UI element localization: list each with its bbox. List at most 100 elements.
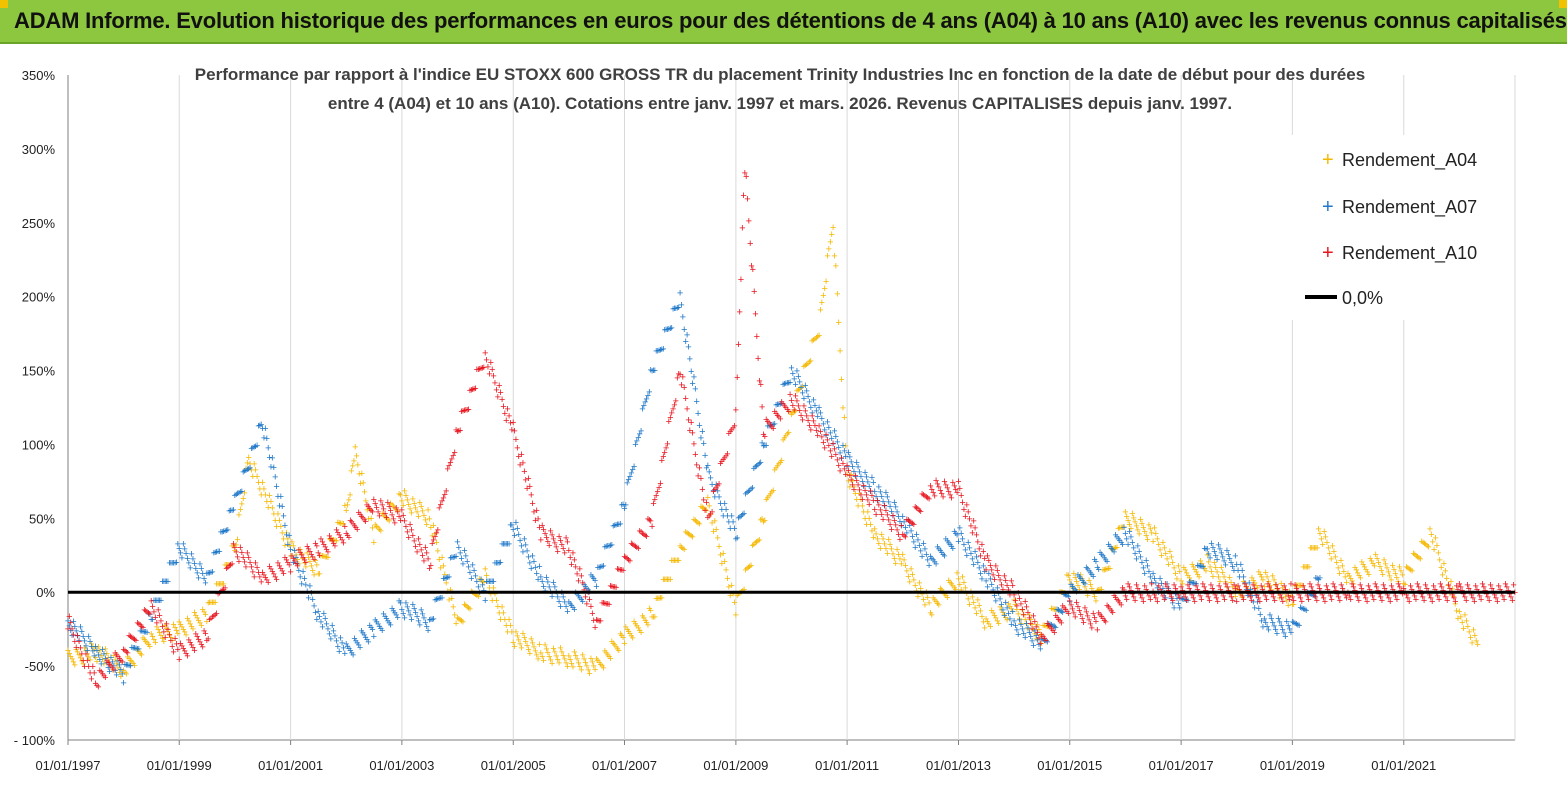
series-marker: + (1277, 592, 1283, 604)
data-point-rendement_a07: + (232, 490, 238, 502)
data-point-rendement_a04: + (1289, 599, 1295, 611)
series-marker: + (386, 515, 392, 527)
series-marker: + (326, 534, 332, 546)
series-marker: + (596, 562, 602, 574)
series-marker: + (664, 574, 670, 586)
series-marker: + (285, 534, 291, 546)
series-marker: + (443, 486, 449, 498)
series-marker: + (549, 591, 555, 603)
series-marker: + (513, 517, 519, 529)
series-marker: + (518, 643, 524, 655)
series-marker: + (784, 429, 790, 441)
series-marker: + (1033, 633, 1039, 645)
series-marker: + (762, 515, 768, 527)
series-marker: + (244, 464, 250, 476)
series-marker: + (824, 250, 830, 262)
series-marker: + (1215, 571, 1221, 583)
series-marker: + (209, 566, 215, 578)
series-marker: + (787, 377, 793, 389)
series-marker: + (817, 304, 823, 316)
series-marker: + (127, 655, 133, 667)
series-marker: + (556, 658, 562, 670)
series-marker: + (169, 635, 175, 647)
series-marker: + (1104, 564, 1110, 576)
series-marker: + (787, 406, 793, 418)
series-marker: + (457, 425, 463, 437)
series-marker: + (205, 597, 211, 609)
series-marker: + (777, 398, 783, 410)
series-marker: + (111, 661, 117, 673)
series-marker: + (73, 626, 79, 638)
series-marker: + (478, 575, 484, 587)
series-marker: + (248, 443, 254, 455)
series-marker: + (94, 645, 100, 657)
data-point-rendement_a07: + (538, 571, 544, 583)
series-marker: + (457, 615, 463, 627)
data-point-rendement_a04: + (788, 409, 794, 421)
series-marker: + (140, 626, 146, 638)
series-marker: + (603, 541, 609, 553)
series-marker: + (771, 464, 777, 476)
series-marker: + (1072, 572, 1078, 584)
series-marker: + (805, 391, 811, 403)
series-marker: + (885, 496, 891, 508)
series-marker: + (319, 622, 325, 634)
series-marker: + (975, 595, 981, 607)
series-marker: + (191, 607, 197, 619)
series-marker: + (1101, 564, 1107, 576)
series-marker: + (1367, 553, 1373, 565)
series-marker: + (685, 528, 691, 540)
data-point-rendement_a04: + (816, 330, 822, 342)
series-marker: + (461, 545, 467, 557)
series-marker: + (688, 366, 694, 378)
series-marker: + (316, 569, 322, 581)
series-marker: + (536, 561, 542, 573)
chart-title: Performance par rapport à l'indice EU ST… (195, 65, 1365, 113)
series-marker: + (280, 510, 286, 522)
series-marker: + (997, 594, 1003, 606)
series-marker: + (1342, 571, 1348, 583)
series-marker: + (163, 623, 169, 635)
series-marker: + (113, 670, 119, 682)
series-marker: + (571, 604, 577, 616)
data-point-rendement_a07: + (871, 486, 877, 498)
series-marker: + (951, 526, 957, 538)
series-marker: + (855, 462, 861, 474)
series-marker: + (1182, 565, 1188, 577)
series-marker: + (1459, 617, 1465, 629)
series-marker: + (933, 596, 939, 608)
series-marker: + (570, 602, 576, 614)
series-marker: + (184, 613, 190, 625)
series-marker: + (298, 578, 304, 590)
series-marker: + (904, 565, 910, 577)
series-marker: + (355, 460, 361, 472)
series-marker: + (496, 608, 502, 620)
series-marker: + (597, 561, 603, 573)
data-point-rendement_a07: + (900, 511, 906, 523)
series-marker: + (1416, 552, 1422, 564)
series-marker: + (241, 466, 247, 478)
series-marker: + (717, 498, 723, 510)
series-marker: + (1062, 588, 1068, 600)
series-marker: + (1279, 582, 1285, 594)
series-marker: + (159, 633, 165, 645)
series-marker: + (1430, 537, 1436, 549)
series-marker: + (115, 663, 121, 675)
series-marker: + (219, 526, 225, 538)
series-marker: + (1133, 520, 1139, 532)
series-marker: + (792, 405, 798, 417)
series-marker: + (206, 567, 212, 579)
series-marker: + (642, 615, 648, 627)
series-marker: + (131, 660, 137, 672)
series-marker: + (668, 555, 674, 567)
series-marker: + (911, 574, 917, 586)
series-marker: + (450, 601, 456, 613)
series-marker: + (710, 485, 716, 497)
series-marker: + (142, 636, 148, 648)
series-marker: + (471, 588, 477, 600)
series-marker: + (1004, 614, 1010, 626)
series-marker: + (209, 597, 215, 609)
series-marker: + (748, 484, 754, 496)
y-tick-label: 150% (22, 364, 56, 379)
series-marker: + (403, 490, 409, 502)
